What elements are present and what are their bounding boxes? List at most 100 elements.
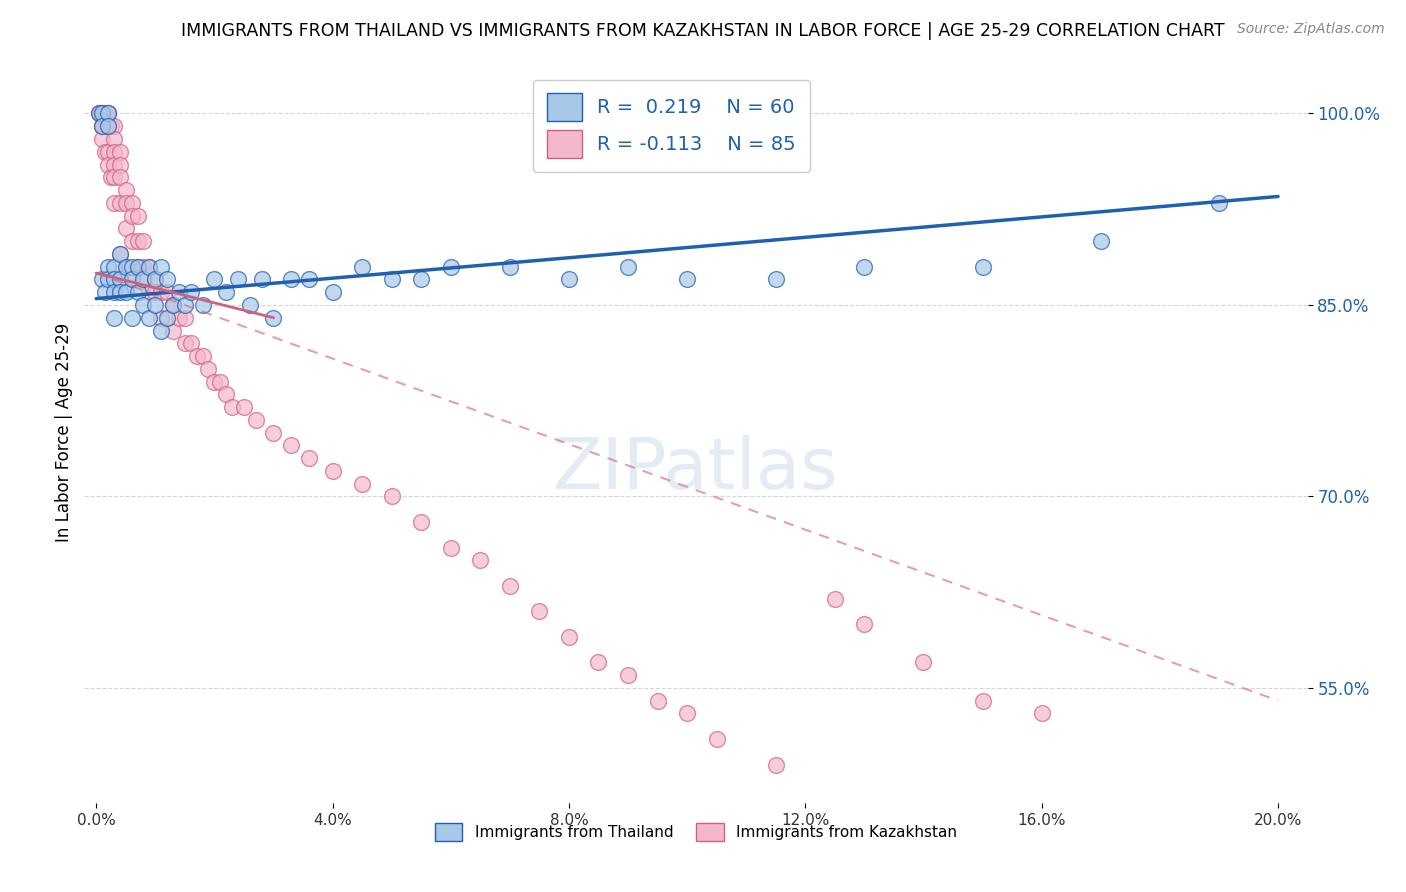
Point xyxy=(972,260,994,274)
Point xyxy=(558,630,581,644)
Point xyxy=(150,260,173,274)
Point xyxy=(97,157,120,171)
Point xyxy=(108,247,131,261)
Point xyxy=(150,324,173,338)
Point xyxy=(103,272,125,286)
Point xyxy=(114,195,136,210)
Point xyxy=(97,272,120,286)
Point xyxy=(298,272,321,286)
Point xyxy=(298,451,321,466)
Point xyxy=(647,694,669,708)
Point xyxy=(202,375,225,389)
Point xyxy=(143,272,166,286)
Point xyxy=(352,260,374,274)
Point xyxy=(108,145,131,159)
Point xyxy=(121,272,143,286)
Point xyxy=(162,324,184,338)
Point xyxy=(280,438,302,452)
Point xyxy=(127,209,149,223)
Point xyxy=(97,260,120,274)
Point xyxy=(108,195,131,210)
Point xyxy=(97,106,120,120)
Point xyxy=(103,120,125,134)
Point xyxy=(202,272,225,286)
Point xyxy=(103,310,125,325)
Point xyxy=(558,272,581,286)
Point xyxy=(138,260,160,274)
Point xyxy=(156,272,179,286)
Point xyxy=(127,260,149,274)
Point xyxy=(114,260,136,274)
Point xyxy=(676,272,699,286)
Point xyxy=(853,617,876,632)
Point xyxy=(221,400,243,414)
Point xyxy=(138,310,160,325)
Point xyxy=(97,145,120,159)
Point xyxy=(162,298,184,312)
Point xyxy=(89,106,111,120)
Point xyxy=(100,170,122,185)
Point xyxy=(89,106,111,120)
Point xyxy=(262,310,284,325)
Point xyxy=(676,706,699,721)
Point xyxy=(173,298,195,312)
Point xyxy=(127,285,149,300)
Point xyxy=(1090,234,1112,248)
Point xyxy=(108,272,131,286)
Point xyxy=(94,285,117,300)
Point xyxy=(103,145,125,159)
Point xyxy=(121,195,143,210)
Point xyxy=(121,234,143,248)
Point xyxy=(167,310,190,325)
Point xyxy=(191,298,214,312)
Point xyxy=(1208,195,1230,210)
Point xyxy=(280,272,302,286)
Point xyxy=(97,106,120,120)
Point xyxy=(97,120,120,134)
Point xyxy=(143,272,166,286)
Point xyxy=(132,272,155,286)
Point xyxy=(226,272,249,286)
Point xyxy=(352,476,374,491)
Point xyxy=(180,336,202,351)
Point xyxy=(250,272,273,286)
Point xyxy=(588,656,610,670)
Point xyxy=(381,272,404,286)
Point xyxy=(411,272,433,286)
Point xyxy=(706,731,728,746)
Point xyxy=(132,260,155,274)
Point xyxy=(89,106,111,120)
Point xyxy=(499,579,522,593)
Point xyxy=(97,106,120,120)
Point xyxy=(94,106,117,120)
Point xyxy=(912,656,935,670)
Point xyxy=(114,285,136,300)
Point xyxy=(138,260,160,274)
Point xyxy=(108,170,131,185)
Point xyxy=(162,298,184,312)
Point xyxy=(94,145,117,159)
Point xyxy=(972,694,994,708)
Point xyxy=(180,285,202,300)
Point xyxy=(91,120,114,134)
Point xyxy=(91,132,114,146)
Point xyxy=(245,413,267,427)
Point xyxy=(209,375,232,389)
Point xyxy=(103,157,125,171)
Point xyxy=(91,120,114,134)
Point xyxy=(127,260,149,274)
Point xyxy=(103,170,125,185)
Point xyxy=(97,120,120,134)
Point xyxy=(322,464,344,478)
Point xyxy=(215,387,238,401)
Legend: Immigrants from Thailand, Immigrants from Kazakhstan: Immigrants from Thailand, Immigrants fro… xyxy=(429,817,963,847)
Point xyxy=(108,285,131,300)
Point xyxy=(167,285,190,300)
Point xyxy=(529,604,551,618)
Point xyxy=(173,310,195,325)
Point xyxy=(440,541,463,555)
Point xyxy=(114,260,136,274)
Point xyxy=(103,285,125,300)
Point xyxy=(191,349,214,363)
Point xyxy=(617,260,640,274)
